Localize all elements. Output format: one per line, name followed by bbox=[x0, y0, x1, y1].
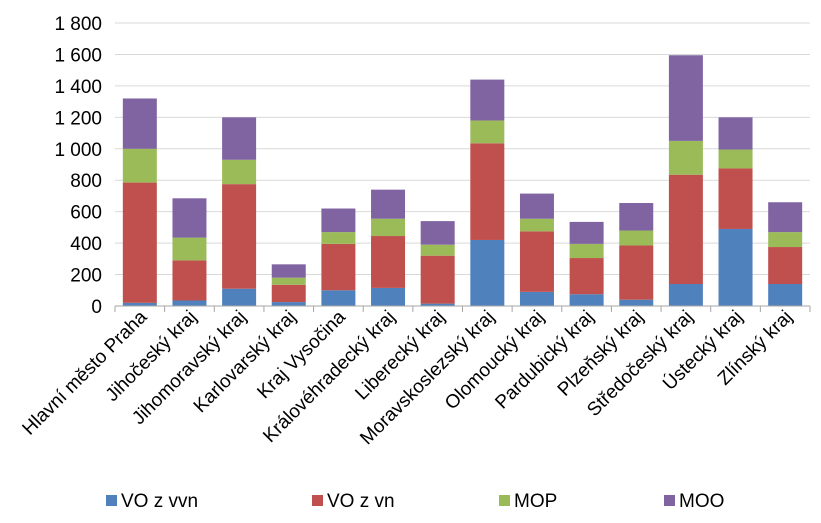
bar-segment bbox=[321, 208, 356, 233]
bar-segment bbox=[222, 288, 257, 306]
bar-segment bbox=[519, 231, 554, 292]
bar-segment bbox=[371, 287, 406, 306]
legend-label: VO z vvn bbox=[121, 491, 198, 512]
bar-segment bbox=[371, 218, 406, 237]
bar-segment bbox=[321, 243, 356, 291]
bar-segment bbox=[222, 184, 257, 289]
bar-segment bbox=[668, 283, 703, 306]
bar-segment bbox=[470, 143, 505, 240]
bar-segment bbox=[122, 98, 157, 149]
y-tick-label: 800 bbox=[70, 171, 102, 192]
y-tick-label: 1 600 bbox=[54, 45, 102, 66]
legend-label: VO z vn bbox=[327, 491, 395, 512]
gridlines bbox=[115, 22, 810, 276]
bar-segment bbox=[172, 237, 207, 261]
bar-segment bbox=[470, 120, 505, 144]
bar-segment bbox=[519, 218, 554, 232]
bar-segment bbox=[172, 198, 207, 238]
y-tick-label: 1 200 bbox=[54, 108, 102, 129]
bar-segment bbox=[569, 294, 604, 306]
bar-segment bbox=[420, 244, 455, 256]
bar-segment bbox=[321, 290, 356, 306]
bar-segment bbox=[371, 189, 406, 219]
y-tick-label: 200 bbox=[70, 266, 102, 287]
bar-segment bbox=[519, 193, 554, 219]
bar-segment bbox=[768, 283, 803, 306]
bar-segment bbox=[271, 277, 306, 285]
legend: VO z vvn VO z vn MOP MOO bbox=[106, 491, 724, 512]
bar-segment bbox=[718, 228, 753, 306]
bar-segment bbox=[718, 149, 753, 169]
bar-segment bbox=[122, 182, 157, 303]
legend-swatch bbox=[106, 495, 117, 506]
bar-segment bbox=[768, 232, 803, 248]
legend-swatch bbox=[664, 495, 675, 506]
bar-segment bbox=[271, 264, 306, 278]
legend-swatch bbox=[312, 495, 323, 506]
bar-segment bbox=[172, 260, 207, 301]
bar-segment bbox=[172, 300, 207, 306]
bar-segment bbox=[668, 140, 703, 175]
bar-segment bbox=[470, 79, 505, 121]
bar-segment bbox=[619, 230, 654, 246]
bar-segment bbox=[718, 168, 753, 229]
y-axis-ticks: 0 200 400 600 800 1 000 1 200 1 400 1 600 1 800 bbox=[54, 14, 102, 318]
bar-segment bbox=[420, 303, 455, 306]
bar-segment bbox=[470, 239, 505, 306]
bar-segment bbox=[371, 236, 406, 288]
y-tick-label: 1 000 bbox=[54, 140, 102, 161]
bar-segment bbox=[569, 221, 604, 244]
y-tick-label: 1 400 bbox=[54, 77, 102, 98]
bar-segment bbox=[569, 258, 604, 295]
legend-swatch bbox=[499, 495, 510, 506]
bar-segment bbox=[122, 148, 157, 183]
bar-segment bbox=[271, 302, 306, 306]
bar-segment bbox=[122, 302, 157, 306]
bar-segment bbox=[619, 299, 654, 306]
bar-segment bbox=[420, 221, 455, 245]
x-axis bbox=[114, 305, 811, 312]
legend-label: MOP bbox=[514, 491, 557, 512]
bar-segment bbox=[768, 247, 803, 284]
bar-segment bbox=[668, 174, 703, 284]
bar-segment bbox=[619, 245, 654, 300]
bar-segment bbox=[569, 243, 604, 259]
bar-segment bbox=[271, 284, 306, 303]
y-tick-label: 1 800 bbox=[54, 14, 102, 35]
legend-label: MOO bbox=[679, 491, 724, 512]
bar-segment bbox=[768, 202, 803, 233]
bar-segment bbox=[222, 117, 257, 160]
bar-segment bbox=[420, 255, 455, 304]
bar-segment bbox=[519, 291, 554, 306]
bar-segment bbox=[619, 203, 654, 231]
y-tick-label: 400 bbox=[70, 234, 102, 255]
y-tick-label: 0 bbox=[91, 297, 102, 318]
bar-segment bbox=[718, 117, 753, 150]
bar-segment bbox=[668, 55, 703, 141]
y-tick-label: 600 bbox=[70, 203, 102, 224]
bar-segment bbox=[321, 232, 356, 244]
bar-segment bbox=[222, 159, 257, 185]
bars bbox=[122, 55, 803, 306]
